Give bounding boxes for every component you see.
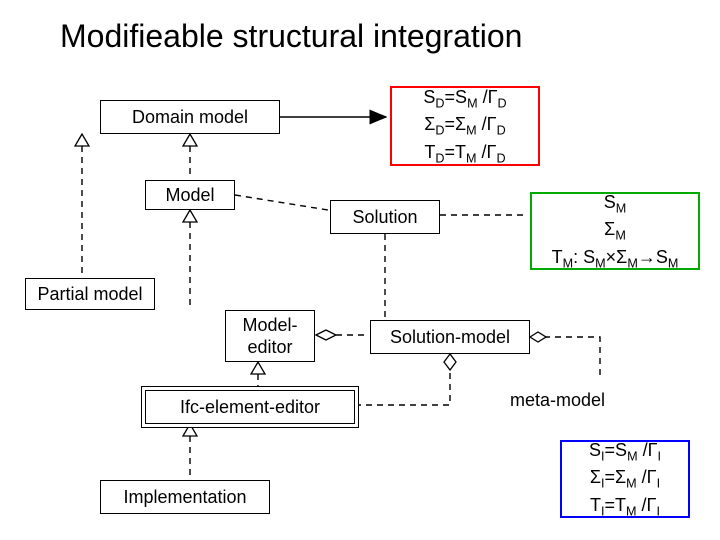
gen-arrow-editor-model — [183, 210, 197, 222]
diamond-modeleditor — [316, 330, 336, 340]
box-solution-label: Solution — [352, 206, 417, 229]
box-partial-model-label: Partial model — [37, 283, 142, 306]
box-domain-model: Domain model — [100, 100, 280, 134]
formula-sd-content: SD=SM /ΓD ΣD=ΣM /ΓD TD=TM /ΓD — [423, 85, 506, 168]
gen-arrow-ifc-modeleditor — [251, 362, 265, 374]
box-implementation: Implementation — [100, 480, 270, 514]
gen-arrow-partial-domain — [75, 134, 89, 146]
box-domain-model-label: Domain model — [132, 106, 248, 129]
formula-sd-box: SD=SM /ΓD ΣD=ΣM /ΓD TD=TM /ΓD — [390, 86, 540, 166]
box-implementation-label: Implementation — [123, 486, 246, 509]
box-solution-model-label: Solution-model — [390, 326, 510, 349]
box-model: Model — [145, 180, 235, 210]
edge-solutionmodel-meta — [544, 337, 600, 380]
edge-ifc-to-solutionmodel — [355, 366, 450, 405]
diagram-stage: Modifieable structural integration — [0, 0, 720, 540]
meta-model-label: meta-model — [510, 390, 605, 411]
gen-arrow-model-domain — [183, 134, 197, 146]
box-model-label: Model — [165, 184, 214, 207]
box-solution: Solution — [330, 200, 440, 234]
formula-sm-box: SM ΣM TM: SM×ΣM→SM — [530, 192, 700, 270]
formula-sm-content: SM ΣM TM: SM×ΣM→SM — [552, 190, 679, 273]
page-title: Modifieable structural integration — [60, 18, 522, 55]
diamond-solutionmodel-bottom — [444, 354, 456, 370]
box-ifc-editor-label: Ifc-element-editor — [180, 396, 320, 419]
formula-si-content: SI=SM /ΓI ΣI=ΣM /ΓI TI=TM /ΓI — [589, 438, 661, 521]
box-solution-model: Solution-model — [370, 320, 530, 354]
edge-model-to-solution — [235, 195, 328, 210]
formula-si-box: SI=SM /ΓI ΣI=ΣM /ΓI TI=TM /ΓI — [560, 440, 690, 518]
box-model-editor: Model- editor — [225, 310, 315, 362]
box-ifc-editor: Ifc-element-editor — [145, 390, 355, 424]
box-model-editor-label: Model- editor — [242, 314, 297, 359]
box-partial-model: Partial model — [25, 278, 155, 310]
diamond-solutionmodel-right — [530, 332, 546, 342]
